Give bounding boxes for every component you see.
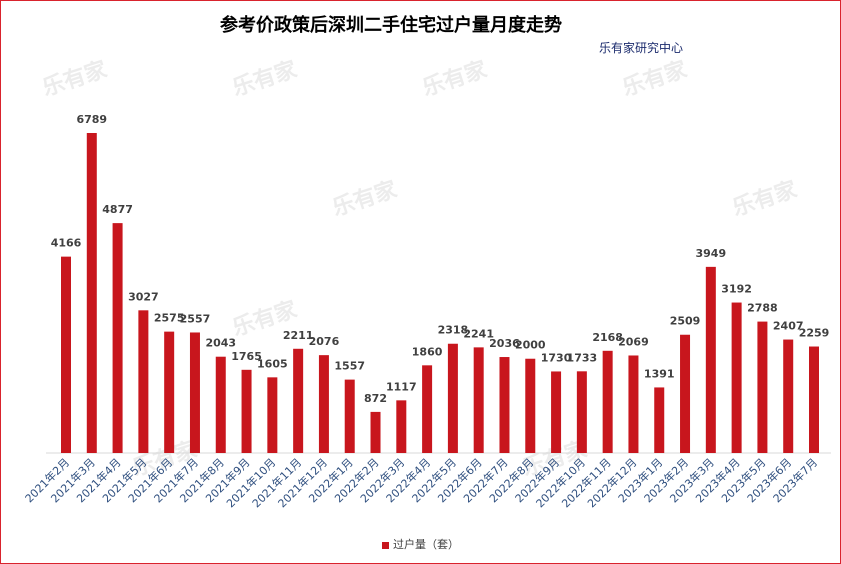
bar-chart: 41662021年2月67892021年3月48772021年4月3027202… [22, 113, 831, 510]
legend: 过户量（套） [1, 536, 840, 552]
data-label: 2069 [618, 335, 649, 348]
data-label: 3949 [696, 247, 727, 260]
data-label: 2557 [180, 312, 211, 325]
legend-label: 过户量（套） [393, 538, 459, 551]
data-label: 2000 [515, 339, 546, 352]
data-label: 1860 [412, 345, 443, 358]
data-label: 2259 [799, 327, 830, 340]
bar [396, 400, 407, 453]
bar [602, 350, 613, 453]
bar [757, 321, 768, 453]
bar [164, 331, 175, 453]
data-label: 2036 [489, 337, 520, 350]
bar [241, 369, 252, 453]
bar [293, 348, 304, 453]
bar [551, 371, 562, 453]
data-label: 4877 [102, 203, 133, 216]
data-label: 2043 [205, 337, 236, 350]
data-label: 2407 [773, 320, 804, 333]
data-label: 1733 [567, 351, 598, 364]
chart-title: 参考价政策后深圳二手住宅过户量月度走势 [220, 15, 562, 36]
bar [86, 133, 97, 453]
bar [576, 371, 587, 453]
data-label: 2788 [747, 302, 778, 315]
data-label: 3027 [128, 290, 159, 303]
bar [680, 334, 691, 453]
bar [731, 302, 742, 453]
bar [422, 365, 433, 453]
bar [189, 332, 200, 453]
data-label: 4166 [51, 237, 82, 250]
bar [447, 343, 458, 453]
chart-subtitle: 乐有家研究中心 [599, 41, 684, 55]
bar [370, 411, 381, 453]
data-label: 2076 [309, 335, 340, 348]
bar [705, 266, 716, 453]
bar [525, 358, 536, 453]
bar [61, 256, 71, 453]
bar [654, 387, 665, 453]
bar [138, 310, 149, 453]
bar [499, 357, 510, 453]
data-label: 1730 [541, 351, 572, 364]
bar [267, 377, 278, 453]
data-label: 2575 [154, 312, 185, 325]
data-label: 6789 [76, 113, 107, 126]
bar [112, 223, 123, 453]
bar [318, 355, 329, 453]
bar [628, 355, 639, 453]
bar [809, 346, 819, 453]
data-label: 2211 [283, 329, 314, 342]
data-label: 2241 [463, 327, 494, 340]
data-label: 2168 [592, 331, 623, 344]
data-label: 3192 [721, 283, 752, 296]
data-label: 1605 [257, 357, 288, 370]
data-label: 1765 [231, 350, 262, 363]
data-label: 2318 [438, 324, 469, 337]
bar [783, 339, 794, 453]
data-label: 1117 [386, 380, 417, 393]
legend-swatch [382, 541, 389, 549]
bar [473, 347, 484, 453]
data-label: 1557 [334, 360, 365, 373]
bar [215, 356, 226, 453]
data-label: 2509 [670, 315, 701, 328]
bar [344, 379, 355, 453]
data-label: 872 [364, 392, 387, 405]
data-label: 1391 [644, 367, 675, 380]
